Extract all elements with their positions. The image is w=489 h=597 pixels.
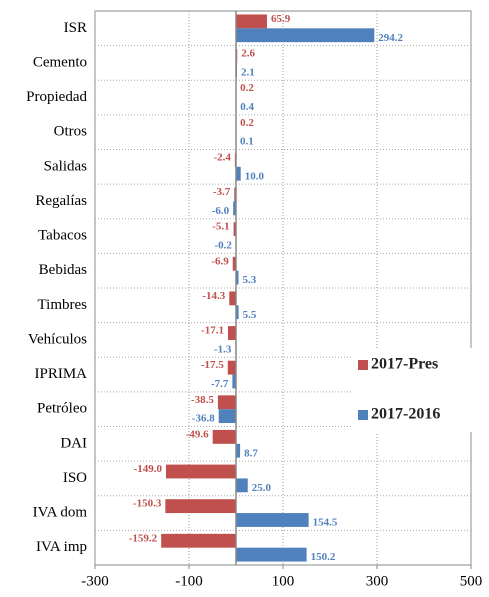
value-label: 25.0	[252, 482, 272, 494]
bar	[236, 14, 267, 29]
legend-label: 2017-Pres	[371, 356, 438, 373]
value-label: 65.9	[271, 13, 291, 25]
legend-swatch	[358, 410, 368, 420]
y-tick-label: Bebidas	[39, 262, 87, 278]
y-tick-label: IVA dom	[33, 505, 88, 521]
x-tick-label: 100	[272, 573, 295, 589]
value-label: -6.0	[212, 205, 230, 217]
bar	[161, 533, 236, 548]
bar	[236, 305, 239, 320]
legend-swatch	[358, 360, 368, 370]
legend-box	[352, 348, 486, 432]
bar	[236, 513, 309, 527]
value-label: -17.1	[201, 325, 224, 337]
x-tick-label: 300	[366, 573, 389, 589]
x-tick-label: 500	[460, 573, 483, 589]
y-tick-label: Tabacos	[38, 228, 87, 244]
value-label: -17.5	[201, 359, 224, 371]
y-tick-label: Regalías	[35, 193, 87, 209]
value-label: 150.2	[311, 551, 336, 563]
bar	[165, 464, 236, 479]
y-tick-label: IVA imp	[36, 539, 87, 555]
bar	[232, 374, 236, 389]
value-label: -3.7	[213, 186, 231, 198]
value-label: -149.0	[134, 463, 163, 475]
x-tick-label: -100	[175, 573, 203, 589]
y-tick-label: Petróleo	[37, 401, 87, 417]
bar	[236, 270, 239, 285]
value-label: 154.5	[313, 517, 338, 529]
value-label: -36.8	[192, 413, 215, 425]
y-tick-label: Cemento	[33, 54, 87, 70]
y-tick-label: ISO	[63, 470, 87, 486]
value-label: 2.6	[241, 48, 255, 60]
value-label: -2.4	[213, 151, 231, 163]
y-tick-label: DAI	[60, 435, 87, 451]
y-tick-label: IPRIMA	[34, 366, 87, 382]
value-label: -150.3	[133, 498, 162, 510]
bar	[227, 360, 236, 375]
y-tick-label: Salidas	[44, 158, 87, 174]
value-label: 0.1	[240, 136, 254, 148]
y-tick-label: Timbres	[38, 297, 88, 313]
value-label: -6.9	[211, 255, 229, 267]
bar	[236, 28, 375, 43]
bar	[212, 429, 236, 444]
legend-label: 2017-2016	[371, 406, 440, 423]
value-label: -49.6	[186, 428, 209, 440]
bar	[234, 187, 236, 202]
value-label: 5.3	[242, 274, 256, 286]
bar	[233, 201, 236, 216]
y-tick-label: Vehículos	[28, 331, 87, 347]
x-tick-label: -300	[81, 573, 109, 589]
bar	[165, 499, 236, 514]
value-label: -0.2	[214, 240, 232, 252]
value-label: 8.7	[244, 447, 258, 459]
value-label: 0.2	[240, 117, 254, 129]
bar	[218, 409, 236, 424]
bar	[217, 395, 236, 410]
value-label: 0.4	[240, 101, 254, 113]
bar	[236, 478, 248, 493]
value-label: 2.1	[241, 66, 255, 78]
value-label: -5.1	[212, 221, 229, 233]
y-tick-label: ISR	[64, 20, 87, 36]
value-label: 5.5	[243, 309, 257, 321]
y-tick-label: Propiedad	[26, 89, 87, 105]
bar	[229, 291, 236, 306]
value-label: -159.2	[129, 532, 158, 544]
bar	[236, 547, 307, 562]
value-label: 10.0	[245, 170, 265, 182]
bar	[233, 222, 236, 237]
bar	[236, 443, 241, 458]
value-label: -7.7	[211, 378, 229, 390]
y-tick-label: Otros	[54, 124, 87, 140]
bar	[232, 256, 236, 271]
bar	[236, 166, 241, 181]
bar	[227, 326, 236, 340]
value-label: -1.3	[214, 343, 232, 355]
value-label: -14.3	[202, 290, 225, 302]
value-label: -38.5	[191, 394, 214, 406]
value-label: 294.2	[378, 32, 403, 44]
value-label: 0.2	[240, 82, 254, 94]
